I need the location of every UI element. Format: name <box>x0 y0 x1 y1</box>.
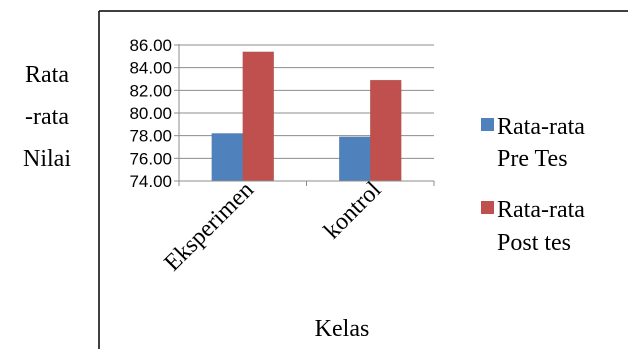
legend-label-post-tes-line-2: Post tes <box>497 230 571 256</box>
bar-post-tes-eksperimen <box>242 51 274 182</box>
y-tick-label: 84.00 <box>129 59 172 78</box>
y-axis-label-line-2: -rata <box>25 104 69 130</box>
bar-pre-tes-eksperimen <box>211 133 243 182</box>
y-tick-label: 80.00 <box>129 104 172 123</box>
bars <box>211 51 402 182</box>
y-tick-label: 74.00 <box>129 172 172 191</box>
x-category-label: kontrol <box>319 177 387 245</box>
y-axis-label-line-3: Nilai <box>23 146 71 172</box>
y-tick-label: 76.00 <box>129 149 172 168</box>
x-axis-label: Kelas <box>315 316 370 342</box>
axes <box>178 44 435 186</box>
y-tick-label: 86.00 <box>129 36 172 55</box>
bar-post-tes-kontrol <box>370 79 402 182</box>
legend-label-pre-tes-line-2: Pre Tes <box>497 146 568 172</box>
x-category-label: Eksperimen <box>160 177 259 276</box>
y-tick-labels: 86.00 84.00 82.00 80.00 78.00 76.00 74.00 <box>129 36 172 191</box>
y-tick-label: 82.00 <box>129 81 172 100</box>
y-tick-label: 78.00 <box>129 127 172 146</box>
legend-label-pre-tes-line-1: Rata-rata <box>497 114 585 140</box>
bar-pre-tes-kontrol <box>339 136 371 182</box>
x-category-labels: Eksperimen kontrol <box>160 177 387 277</box>
y-axis-label-line-1: Rata <box>25 62 69 88</box>
legend-swatch-pre-tes <box>481 118 494 131</box>
legend-swatch-post-tes <box>481 201 494 214</box>
legend-label-post-tes-line-1: Rata-rata <box>497 197 585 223</box>
legend: Rata-rata Pre Tes Rata-rata Post tes <box>481 114 585 256</box>
